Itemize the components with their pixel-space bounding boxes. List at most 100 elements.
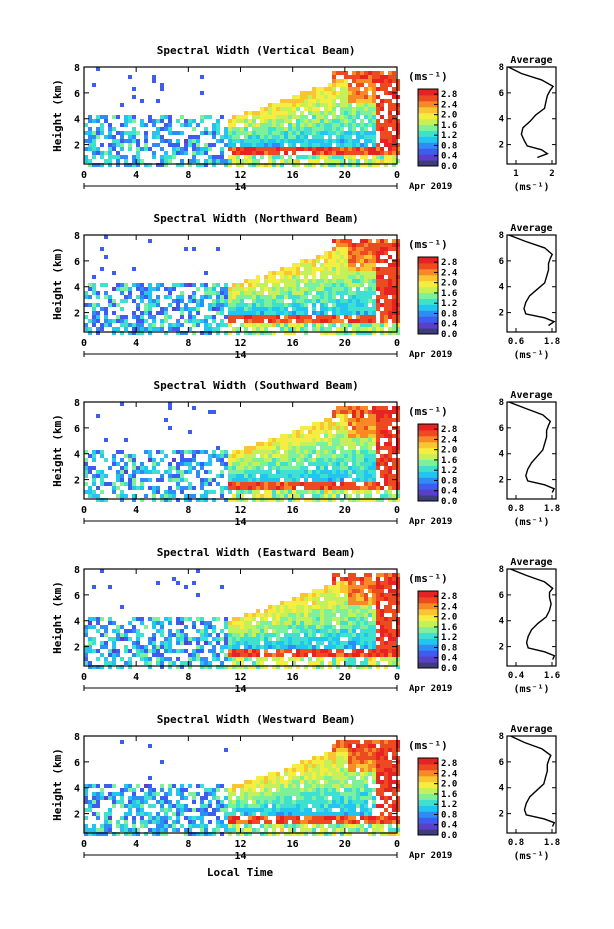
colorbar-tick-label: 2.4 [441, 769, 458, 779]
colorbar-swatch [418, 591, 438, 598]
colorbar-tick-label: 2.8 [441, 425, 457, 435]
colorbar-swatch [418, 142, 438, 149]
avg-x-tick-label: 0.4 [508, 671, 525, 681]
avg-y-tick-label: 4 [499, 784, 505, 794]
colorbar-tick-label: 1.2 [441, 299, 457, 309]
x-tick-label: 0 [394, 672, 400, 683]
colorbar: (ms⁻¹) 0.00.40.81.21.62.02.42.8 [408, 238, 458, 340]
avg-y-tick-label: 4 [499, 115, 505, 125]
avg-frame [506, 234, 557, 333]
avg-y-tick-label: 6 [499, 591, 504, 601]
average-profile: Average 2 4 6 8 0.8 1.8 (ms⁻¹) [499, 724, 561, 862]
avg-frame [506, 66, 557, 165]
panel-5: Spectral Width (Westward Beam) 2 4 6 8 Height… [51, 713, 560, 862]
avg-y-tick-label: 8 [499, 565, 504, 575]
avg-title: Average [510, 557, 552, 568]
colorbar-swatch [418, 829, 438, 836]
x-tick-label: 16 [287, 672, 299, 683]
avg-y-tick-label: 2 [499, 810, 504, 820]
x-tick-label: 0 [81, 839, 87, 850]
y-tick-label: 6 [74, 424, 80, 435]
x-tick-label: 12 [234, 338, 246, 349]
x-tick-label: 0 [394, 505, 400, 516]
colorbar-tick-label: 1.6 [441, 456, 457, 466]
colorbar-unit: (ms⁻¹) [408, 405, 448, 418]
average-profile: Average 2 4 6 8 0.6 1.8 (ms⁻¹) [499, 223, 561, 361]
y-tick-label: 8 [74, 732, 80, 743]
x-tick-label: 16 [287, 170, 299, 181]
colorbar-unit: (ms⁻¹) [408, 70, 448, 83]
heatmap-image [84, 67, 400, 167]
x-tick-label: 16 [287, 839, 299, 850]
avg-line [508, 234, 556, 327]
y-tick-label: 2 [74, 810, 80, 821]
y-tick-label: 2 [74, 476, 80, 487]
colorbar-tick-label: 2.4 [441, 100, 458, 110]
colorbar-swatch [418, 106, 438, 114]
x-tick-label: 4 [133, 338, 139, 349]
avg-line [508, 401, 556, 493]
date-day-label: 14 [234, 851, 246, 862]
avg-xlabel: (ms⁻¹) [513, 684, 549, 695]
colorbar-tick-label: 0.4 [441, 320, 458, 330]
x-tick-label: 0 [394, 338, 400, 349]
colorbar-frame [417, 590, 439, 669]
colorbar-tick-label: 0.8 [441, 141, 457, 151]
y-tick-label: 2 [74, 141, 80, 152]
y-tick-label: 6 [74, 591, 80, 602]
y-tick-label: 8 [74, 63, 80, 74]
colorbar-tick-label: 1.2 [441, 800, 457, 810]
colorbar-swatch [418, 280, 438, 288]
colorbar-tick-label: 2.0 [441, 446, 457, 456]
x-tick-label: 16 [287, 505, 299, 516]
colorbar-swatch [418, 154, 438, 161]
colorbar: (ms⁻¹) 0.00.40.81.21.62.02.42.8 [408, 405, 458, 507]
avg-y-tick-label: 2 [499, 476, 504, 486]
x-tick-label: 8 [185, 672, 191, 683]
colorbar-tick-label: 0.4 [441, 821, 458, 831]
colorbar-frame [417, 757, 439, 836]
avg-line [508, 66, 555, 159]
colorbar-tick-label: 1.2 [441, 131, 457, 141]
avg-y-tick-label: 8 [499, 231, 504, 241]
colorbar-swatch [418, 262, 438, 270]
colorbar-swatch [418, 811, 438, 818]
x-tick-label: 4 [133, 839, 139, 850]
panel-4: Spectral Width (Eastward Beam) 2 4 6 8 Height… [51, 546, 560, 695]
colorbar-tick-label: 2.0 [441, 613, 457, 623]
x-tick-label: 12 [234, 170, 246, 181]
y-axis-label: Height (km) [51, 247, 64, 320]
colorbar-swatch [418, 447, 438, 455]
colorbar-swatch [418, 662, 438, 669]
colorbar-swatch [418, 124, 438, 131]
colorbar-swatch [418, 112, 438, 120]
colorbar-swatch [418, 758, 438, 765]
y-tick-label: 8 [74, 398, 80, 409]
colorbar-tick-label: 2.4 [441, 435, 458, 445]
avg-y-tick-label: 8 [499, 732, 504, 742]
x-tick-label: 12 [234, 839, 246, 850]
y-tick-label: 2 [74, 643, 80, 654]
colorbar-tick-label: 1.6 [441, 790, 457, 800]
x-tick-label: 4 [133, 672, 139, 683]
colorbar-swatch [418, 292, 438, 299]
colorbar-tick-label: 0.0 [441, 831, 457, 841]
average-profile: Average 2 4 6 8 0.8 1.8 (ms⁻¹) [499, 390, 561, 528]
x-tick-label: 20 [339, 170, 351, 181]
avg-title: Average [510, 55, 552, 66]
colorbar-tick-label: 0.0 [441, 497, 457, 507]
panel-2: Spectral Width (Northward Beam) 2 4 6 8 Heigh… [51, 212, 560, 361]
colorbar-tick-label: 1.2 [441, 466, 457, 476]
x-tick-label: 12 [234, 505, 246, 516]
colorbar-tick-label: 2.0 [441, 111, 457, 121]
colorbar-swatch [418, 429, 438, 437]
x-axis-label: Local Time [206, 866, 274, 879]
panel-title: Spectral Width (Vertical Beam) [157, 44, 356, 57]
y-tick-label: 4 [74, 450, 80, 461]
colorbar-tick-label: 2.4 [441, 268, 458, 278]
y-axis-label: Height (km) [51, 79, 64, 152]
avg-x-tick-label: 0.8 [508, 838, 524, 848]
colorbar-swatch [418, 769, 438, 777]
colorbar-unit: (ms⁻¹) [408, 572, 448, 585]
